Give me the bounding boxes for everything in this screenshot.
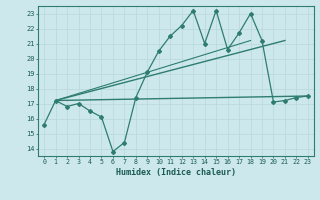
X-axis label: Humidex (Indice chaleur): Humidex (Indice chaleur) [116, 168, 236, 177]
